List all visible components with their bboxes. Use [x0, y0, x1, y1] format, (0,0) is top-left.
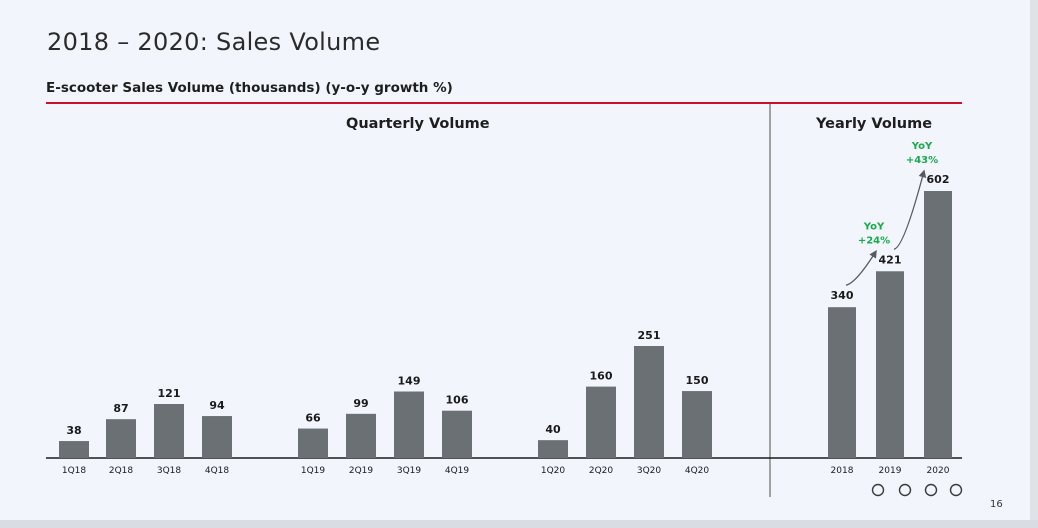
quarterly-data-label: 106 — [446, 394, 469, 407]
yearly-tick-label: 2019 — [879, 466, 902, 476]
quarterly-bar — [538, 440, 568, 458]
nav-dot[interactable] — [949, 483, 963, 497]
chart-subtitle: E-scooter Sales Volume (thousands) (y-o-… — [46, 80, 453, 96]
yearly-volume-title: Yearly Volume — [816, 116, 933, 132]
yearly-tick-label: 2020 — [927, 466, 950, 476]
yearly-data-label: 602 — [927, 173, 950, 186]
quarterly-data-label: 99 — [353, 397, 368, 410]
page-number: 16 — [990, 499, 1003, 510]
quarterly-bar — [586, 386, 616, 458]
quarterly-bar — [682, 391, 712, 458]
quarterly-bar — [59, 441, 89, 458]
quarterly-data-label: 38 — [66, 424, 81, 437]
quarterly-data-label: 66 — [305, 412, 321, 425]
yearly-data-label: 421 — [879, 253, 902, 266]
quarterly-data-label: 121 — [158, 387, 181, 400]
quarterly-tick-label: 2Q19 — [349, 466, 374, 476]
quarterly-tick-label: 4Q18 — [205, 466, 230, 476]
quarterly-tick-label: 2Q18 — [109, 466, 134, 476]
nav-dot[interactable] — [924, 483, 938, 497]
quarterly-tick-label: 1Q18 — [62, 466, 87, 476]
quarterly-bar — [394, 391, 424, 458]
growth-arrow — [893, 169, 927, 250]
quarterly-tick-label: 4Q20 — [685, 466, 710, 476]
quarterly-tick-label: 3Q20 — [637, 466, 662, 476]
yoy-growth-value: +43% — [906, 155, 938, 166]
quarterly-tick-label: 4Q19 — [445, 466, 470, 476]
quarterly-data-label: 160 — [590, 370, 613, 383]
bottom-edge-bar — [0, 520, 1038, 528]
quarterly-data-label: 251 — [638, 329, 661, 342]
nav-dot[interactable] — [898, 483, 912, 497]
quarterly-bar — [442, 410, 472, 458]
quarterly-bar — [202, 416, 232, 458]
quarterly-data-label: 150 — [686, 374, 709, 387]
quarterly-bar — [154, 404, 184, 458]
yearly-bar — [876, 271, 904, 458]
quarterly-data-label: 40 — [545, 423, 561, 436]
quarterly-bar — [346, 413, 376, 458]
nav-dot[interactable] — [871, 483, 885, 497]
navigation-dots — [871, 483, 963, 497]
right-edge-bar — [1030, 0, 1038, 528]
quarterly-data-label: 94 — [209, 399, 225, 412]
quarterly-tick-label: 3Q19 — [397, 466, 422, 476]
page-title: 2018 – 2020: Sales Volume — [47, 28, 381, 56]
yoy-growth-value: +24% — [858, 235, 890, 246]
quarterly-data-label: 87 — [113, 402, 128, 415]
yearly-bar — [924, 191, 952, 458]
quarterly-bar — [106, 419, 136, 458]
quarterly-tick-label: 2Q20 — [589, 466, 614, 476]
quarterly-data-label: 149 — [398, 375, 421, 388]
growth-arrow — [845, 249, 877, 286]
title-divider — [46, 102, 962, 104]
yearly-data-label: 340 — [831, 289, 854, 302]
quarterly-bar — [298, 428, 328, 458]
yoy-label: YoY — [911, 141, 933, 152]
quarterly-volume-title: Quarterly Volume — [346, 116, 490, 132]
yoy-label: YoY — [863, 221, 885, 232]
quarterly-bar — [634, 346, 664, 458]
yearly-bar — [828, 307, 856, 458]
quarterly-tick-label: 1Q20 — [541, 466, 566, 476]
yearly-tick-label: 2018 — [831, 466, 854, 476]
quarterly-tick-label: 3Q18 — [157, 466, 182, 476]
quarterly-tick-label: 1Q19 — [301, 466, 326, 476]
